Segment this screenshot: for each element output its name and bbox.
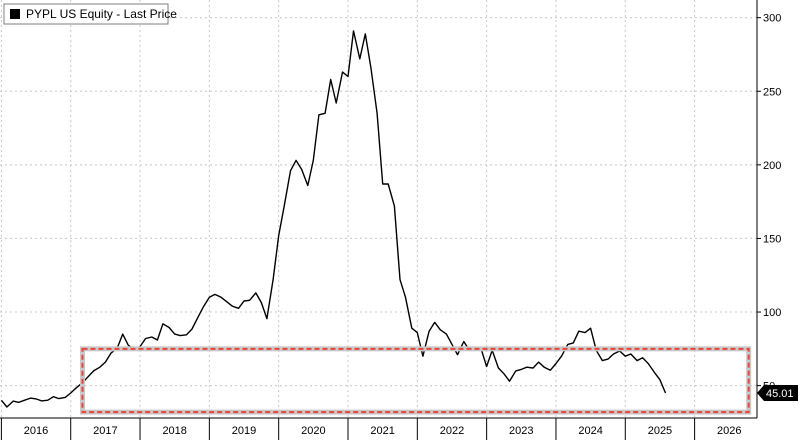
last-price-label: 45.01 bbox=[766, 388, 794, 400]
y-tick-label: 200 bbox=[763, 160, 781, 172]
highlight-box bbox=[79, 346, 752, 415]
x-tick-label: 2018 bbox=[162, 425, 186, 437]
last-price-marker: 45.01 bbox=[757, 384, 798, 401]
y-axis: 30025020015010050 bbox=[757, 13, 781, 393]
highlight-box-border bbox=[81, 347, 750, 414]
y-tick-label: 250 bbox=[763, 86, 781, 98]
y-gridlines bbox=[0, 0, 757, 418]
legend-swatch bbox=[10, 9, 20, 19]
x-axis: 2016 2017 2018 2019 2020 2021 2022 2023 2024 2025… bbox=[0, 418, 742, 440]
y-tick-label: 300 bbox=[763, 13, 781, 25]
y-tick-label: 100 bbox=[763, 307, 781, 319]
x-tick-label: 2020 bbox=[301, 425, 325, 437]
x-tick-label: 2023 bbox=[509, 425, 533, 437]
price-series-line bbox=[0, 30, 667, 408]
x-tick-label: 2026 bbox=[717, 425, 741, 437]
x-tick-label: 2022 bbox=[440, 425, 464, 437]
legend-label: PYPL US Equity - Last Price bbox=[26, 7, 177, 21]
y-tick-label: 150 bbox=[763, 233, 781, 245]
legend-box bbox=[3, 3, 169, 25]
x-tick-label: 2021 bbox=[370, 425, 394, 437]
x-tick-label: 2019 bbox=[232, 425, 256, 437]
x-tick-label: 2024 bbox=[578, 425, 602, 437]
legend: PYPL US Equity - Last Price bbox=[3, 3, 177, 25]
last-price-tag bbox=[757, 384, 798, 401]
x-tick-label: 2017 bbox=[93, 425, 117, 437]
x-tick-label: 2025 bbox=[648, 425, 672, 437]
x-tick-label: 2016 bbox=[24, 425, 48, 437]
